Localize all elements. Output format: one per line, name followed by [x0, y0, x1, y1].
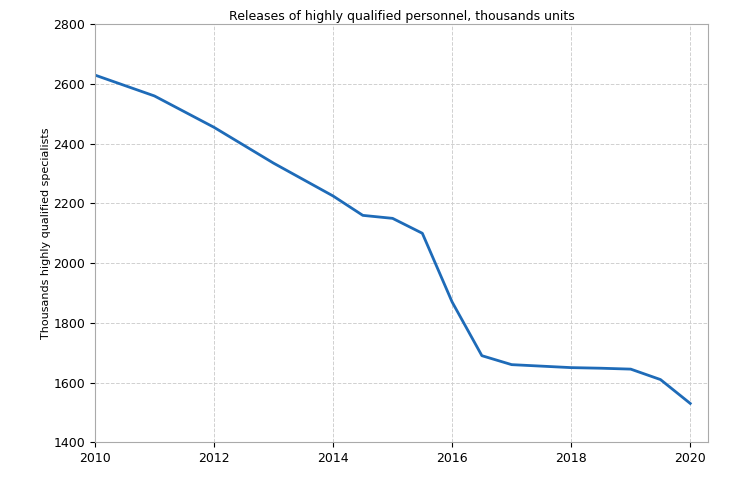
Title: Releases of highly qualified personnel, thousands units: Releases of highly qualified personnel, …: [228, 10, 575, 23]
Y-axis label: Thousands highly qualified specialists: Thousands highly qualified specialists: [41, 127, 50, 339]
